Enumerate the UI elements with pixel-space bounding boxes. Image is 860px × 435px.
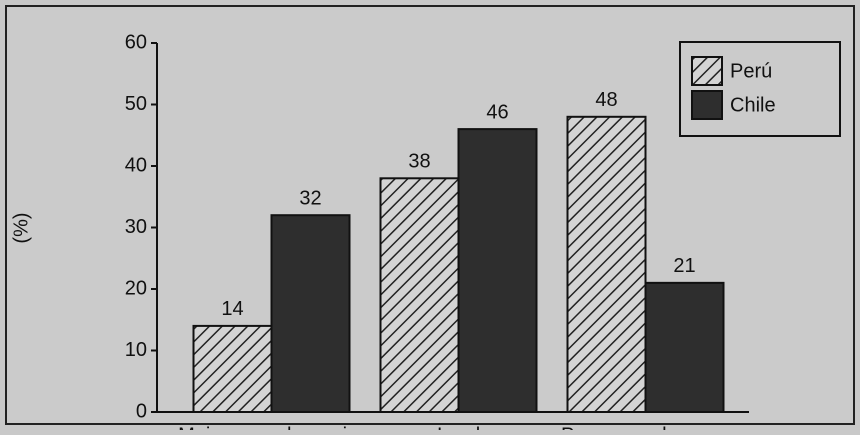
x-tick-label: Mejor y mucho mejor bbox=[178, 424, 365, 430]
data-label: 32 bbox=[299, 187, 321, 209]
y-tick-label: 60 bbox=[125, 31, 147, 53]
y-tick-label: 40 bbox=[125, 154, 147, 176]
bar bbox=[192, 324, 273, 413]
y-tick-label: 30 bbox=[125, 216, 147, 238]
x-tick-label: Igual bbox=[437, 424, 480, 430]
bar bbox=[379, 177, 460, 413]
y-tick-label: 10 bbox=[125, 339, 147, 361]
bar bbox=[644, 281, 725, 413]
x-tick-label: Peor y mucho peor bbox=[561, 424, 730, 430]
y-axis-label: (%) bbox=[10, 212, 32, 243]
bar bbox=[566, 115, 647, 414]
data-label: 14 bbox=[221, 298, 243, 320]
legend-label: Chile bbox=[730, 94, 776, 116]
legend-label: Perú bbox=[730, 60, 772, 82]
data-label: 48 bbox=[595, 89, 617, 111]
data-label: 38 bbox=[408, 151, 430, 173]
y-tick-label: 0 bbox=[136, 400, 147, 422]
data-label: 46 bbox=[486, 101, 508, 123]
legend-swatch bbox=[691, 90, 723, 120]
legend-swatch bbox=[691, 56, 723, 86]
bar bbox=[270, 214, 351, 413]
data-label: 21 bbox=[673, 255, 695, 277]
y-tick-label: 20 bbox=[125, 277, 147, 299]
bar bbox=[457, 128, 538, 413]
y-tick-label: 50 bbox=[125, 93, 147, 115]
